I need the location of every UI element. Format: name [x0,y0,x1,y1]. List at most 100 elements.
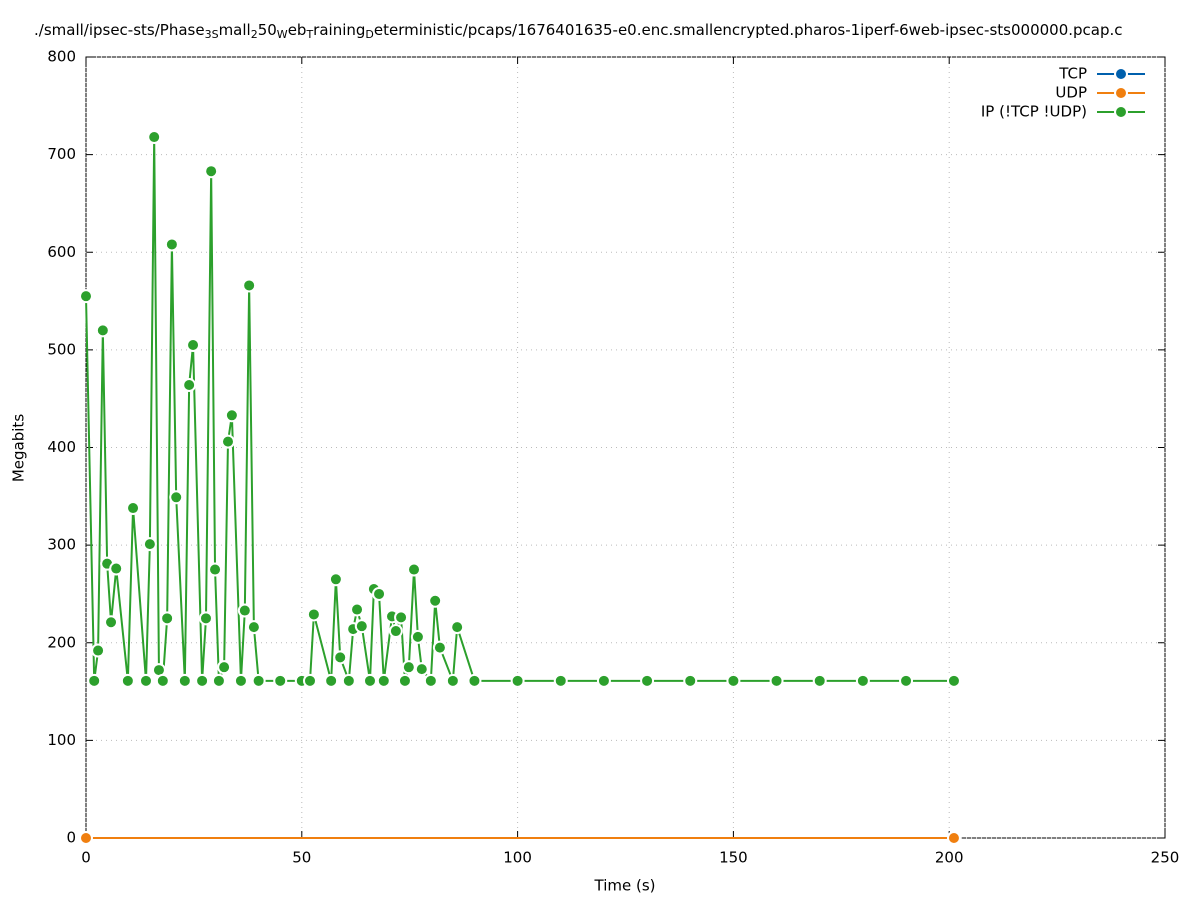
data-point [640,673,655,688]
y-tick-label: 100 [47,731,76,749]
data-point [510,673,525,688]
y-tick-label: 600 [47,243,76,261]
data-point [220,434,235,449]
data-point [596,673,611,688]
data-point [394,610,409,625]
title-part: eterministic/pcaps/1676401635-e0.enc.sma… [374,21,1123,39]
data-point [328,572,343,587]
title-part: 3S [205,28,219,41]
data-point [169,490,184,505]
data-point [410,629,425,644]
y-tick-label: 400 [47,438,76,456]
data-point [855,673,870,688]
title-part: ./small/ipsec-sts/Phase [34,21,205,39]
data-point [142,537,157,552]
data-point [376,673,391,688]
data-point [414,662,429,677]
x-tick-label: 0 [81,849,91,867]
title-part: 50 [258,21,277,39]
y-tick-label: 300 [47,536,76,554]
legend-label: UDP [1055,84,1087,102]
data-point [120,673,135,688]
legend-marker [1114,67,1128,81]
data-point [769,673,784,688]
y-axis-label: Megabits [10,414,28,482]
data-point [242,278,257,293]
data-point [407,562,422,577]
series-line [85,137,954,684]
data-point [553,673,568,688]
data-point [91,643,106,658]
data-point [155,673,170,688]
title-part: eb [288,21,307,39]
data-point [354,619,369,634]
chart-title: ./small/ipsec-sts/Phase3Small250WebTrain… [34,21,1123,42]
x-tick-label: 200 [935,849,964,867]
y-tick-label: 800 [47,48,76,66]
y-tick-label: 0 [66,829,76,847]
x-tick-label: 50 [292,849,311,867]
legend-marker [1114,86,1128,100]
data-point [164,237,179,252]
title-part: mall [219,21,251,39]
legend-marker [1114,105,1128,119]
data-point [95,323,110,338]
data-point [350,602,365,617]
data-point [208,562,223,577]
data-point [303,673,318,688]
data-point [246,620,261,635]
data-point [126,501,141,516]
title-part: raining [313,21,365,39]
data-point [899,673,914,688]
legend-label: IP (!TCP !UDP) [981,103,1087,121]
y-tick-label: 500 [47,340,76,358]
data-point [306,607,321,622]
data-point [109,561,124,576]
title-part: W [277,28,288,41]
title-part: D [365,28,373,41]
data-point [946,673,961,688]
title-part: T [305,28,313,41]
data-point [362,673,377,688]
y-tick-label: 200 [47,633,76,651]
data-point [324,673,339,688]
data-point [177,673,192,688]
x-tick-label: 250 [1151,849,1180,867]
data-point [211,673,226,688]
data-point [79,831,93,845]
data-point [372,586,387,601]
data-point [224,408,239,423]
data-point [251,673,266,688]
data-point [683,673,698,688]
data-point [233,673,248,688]
data-point [237,603,252,618]
data-point [388,624,403,639]
data-point [217,660,232,675]
data-point [341,673,356,688]
data-point [428,593,443,608]
data-point [812,673,827,688]
data-point [79,289,93,304]
data-point [204,164,219,179]
data-point [273,673,288,688]
data-point [432,640,447,655]
data-point [186,337,201,352]
data-point [147,130,162,145]
data-point [198,611,213,626]
y-tick-label: 700 [47,145,76,163]
data-point [138,673,153,688]
data-point [160,611,175,626]
legend-label: TCP [1058,65,1087,83]
data-point [87,673,102,688]
title-part: 2 [251,28,258,41]
data-point [397,673,412,688]
data-point [333,650,348,665]
data-point [195,673,210,688]
data-point [946,831,961,845]
x-tick-label: 150 [719,849,748,867]
data-point [401,660,416,675]
data-point [467,673,482,688]
data-point [450,620,465,635]
data-point [423,673,438,688]
data-point [445,673,460,688]
